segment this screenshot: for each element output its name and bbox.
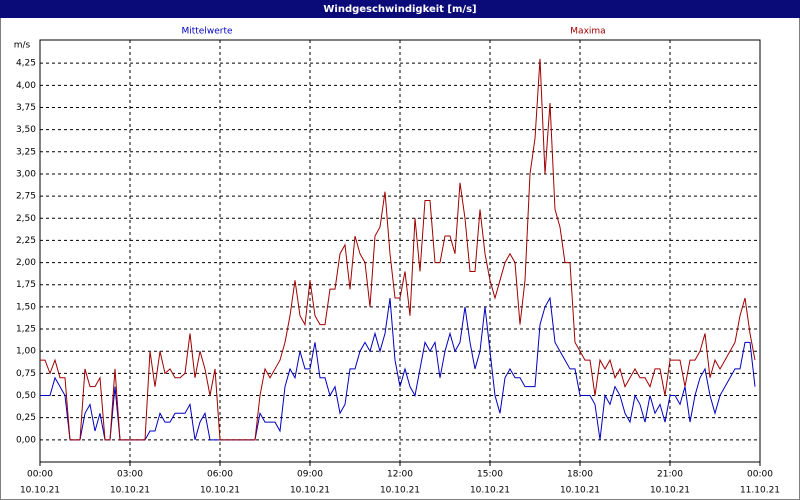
y-tick-label: 2,25	[16, 236, 36, 246]
y-tick-label: 4,25	[16, 59, 36, 69]
y-tick-label: 2,75	[16, 192, 36, 202]
x-tick-label: 15:00	[477, 470, 503, 480]
x-tick-label: 03:00	[117, 470, 143, 480]
y-tick-label: 2,00	[16, 258, 36, 268]
x-tick-date: 10.10.21	[470, 486, 510, 496]
y-tick-label: 3,75	[16, 103, 36, 113]
x-tick-label: 00:00	[747, 470, 773, 480]
x-tick-label: 06:00	[207, 470, 233, 480]
data-line	[40, 296, 756, 441]
y-tick-label: 3,25	[16, 147, 36, 157]
x-tick-label: 00:00	[27, 470, 53, 480]
x-tick-label: 09:00	[297, 470, 323, 480]
y-tick-label: 0,75	[16, 369, 36, 379]
x-tick-date: 10.10.21	[290, 486, 330, 496]
legend-entry: Maxima	[570, 27, 605, 37]
y-tick-label: 2,50	[16, 214, 36, 224]
x-tick-date: 10.10.21	[560, 486, 600, 496]
y-tick-label: 1,75	[16, 280, 36, 290]
x-tick-date: 10.10.21	[200, 486, 240, 496]
x-tick-date: 10.10.21	[20, 486, 60, 496]
chart-title: Windgeschwindigkeit [m/s]	[323, 4, 476, 15]
x-tick-date: 10.10.21	[650, 486, 690, 496]
y-tick-label: 3,00	[16, 169, 36, 179]
y-tick-label: 1,00	[16, 347, 36, 357]
x-tick-date: 10.10.21	[380, 486, 420, 496]
y-tick-label: 0,00	[16, 435, 36, 445]
y-tick-label: 1,50	[16, 302, 36, 312]
x-tick-label: 12:00	[387, 470, 413, 480]
title-bar	[0, 0, 800, 18]
y-unit-label: m/s	[14, 41, 31, 51]
y-tick-label: 1,25	[16, 325, 36, 335]
data-line	[40, 58, 756, 441]
x-tick-date: 10.10.21	[110, 486, 150, 496]
x-tick-label: 21:00	[657, 470, 683, 480]
y-tick-label: 0,50	[16, 391, 36, 401]
legend-entry: Mittelwerte	[181, 27, 232, 37]
y-tick-label: 4,00	[16, 81, 36, 91]
y-tick-label: 0,25	[16, 413, 36, 423]
x-tick-label: 18:00	[567, 470, 593, 480]
y-tick-label: 3,50	[16, 125, 36, 135]
x-tick-date: 11.10.21	[740, 486, 780, 496]
